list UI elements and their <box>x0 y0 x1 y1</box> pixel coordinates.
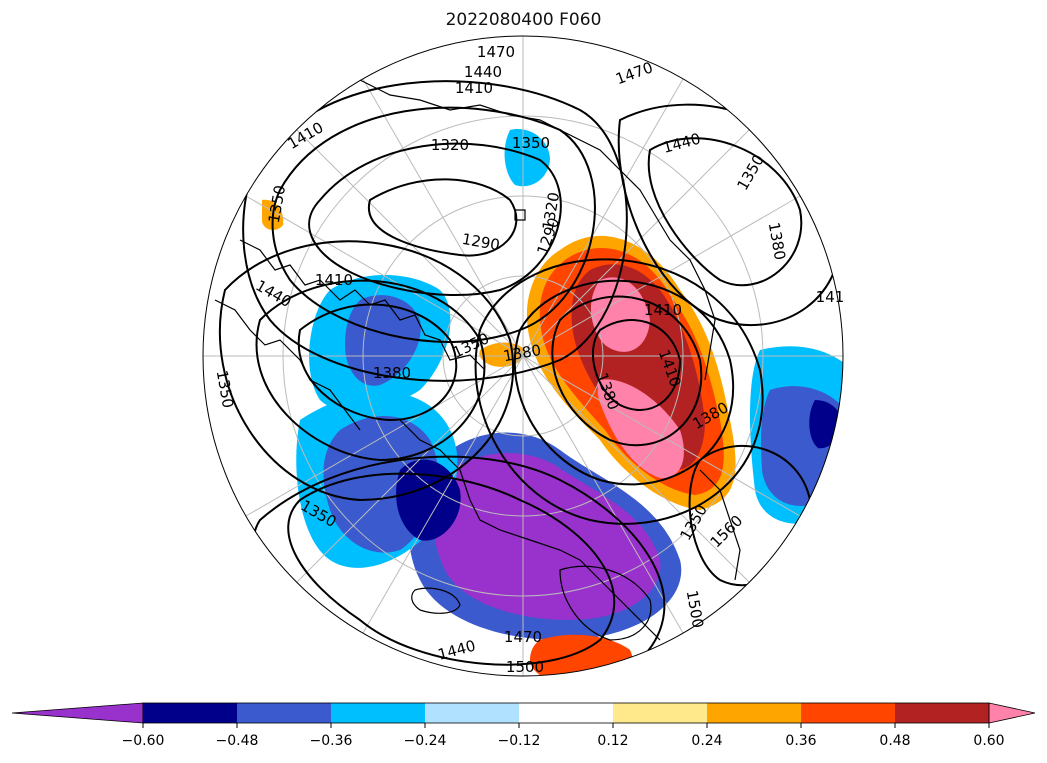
contour-label: 1560 <box>707 512 747 552</box>
colorbar-segment <box>143 703 238 723</box>
colorbar-segment <box>331 703 426 723</box>
colorbar-tick-label: −0.48 <box>216 733 259 749</box>
colorbar-tick-label: −0.60 <box>122 733 165 749</box>
height-contours <box>219 80 842 676</box>
colorbar-tick-label: −0.24 <box>404 733 447 749</box>
contour-label: 1410 <box>315 271 353 289</box>
map-boundary <box>202 35 844 677</box>
contour-label: 1440 <box>661 130 703 157</box>
contour-label: 1470 <box>477 43 515 61</box>
colorbar-segment <box>801 703 896 723</box>
coastlines <box>214 59 741 641</box>
chart-title: 2022080400 F060 <box>445 10 602 30</box>
colorbar-tick-label: 0.60 <box>973 733 1004 749</box>
colorbar-segment <box>425 703 520 723</box>
colorbar-tick-label: 0.36 <box>785 733 816 749</box>
contour-label: 1440 <box>464 63 502 81</box>
contour-label: 1320 <box>431 136 469 154</box>
colorbar-segment <box>895 703 990 723</box>
colorbar-extend-low <box>11 702 144 724</box>
colorbar-segment <box>519 703 614 723</box>
anomaly-fills <box>262 129 843 676</box>
contour-label: 1500 <box>506 658 544 676</box>
contour-label: 1410 <box>284 118 326 153</box>
colorbar-frame <box>142 702 990 724</box>
contour-label: 1380 <box>765 221 789 262</box>
contour-label: 1440 <box>252 276 294 311</box>
graticule <box>203 36 843 676</box>
contour-label: 1470 <box>613 58 655 88</box>
contour-label: 1470 <box>504 628 542 646</box>
contour-label: 141 <box>816 288 845 306</box>
colorbar-segment <box>707 703 802 723</box>
contour-label: 1350 <box>676 501 711 543</box>
colorbar-segment <box>237 703 332 723</box>
colorbar-tick-label: 0.12 <box>597 733 628 749</box>
colorbar-tick-label: −0.12 <box>498 733 541 749</box>
contour-label: 1410 <box>644 301 682 319</box>
colorbar-tick-label: 0.48 <box>879 733 910 749</box>
colorbar: −0.60 −0.48 −0.36 −0.24 −0.12 0.12 0.24 0.36 0.4… <box>11 702 1036 749</box>
contour-label: 1350 <box>512 134 550 152</box>
contour-label: 1350 <box>213 369 237 410</box>
colorbar-tick-label: −0.36 <box>310 733 353 749</box>
contour-label: 1290 <box>461 230 502 254</box>
colorbar-extend-high <box>988 702 1036 724</box>
contour-label: 1380 <box>373 364 411 382</box>
contour-label: 1350 <box>733 151 768 193</box>
contour-label: 1500 <box>683 589 707 630</box>
colorbar-segment <box>613 703 708 723</box>
contour-label: 1410 <box>455 79 493 97</box>
colorbar-tick-label: 0.24 <box>691 733 722 749</box>
